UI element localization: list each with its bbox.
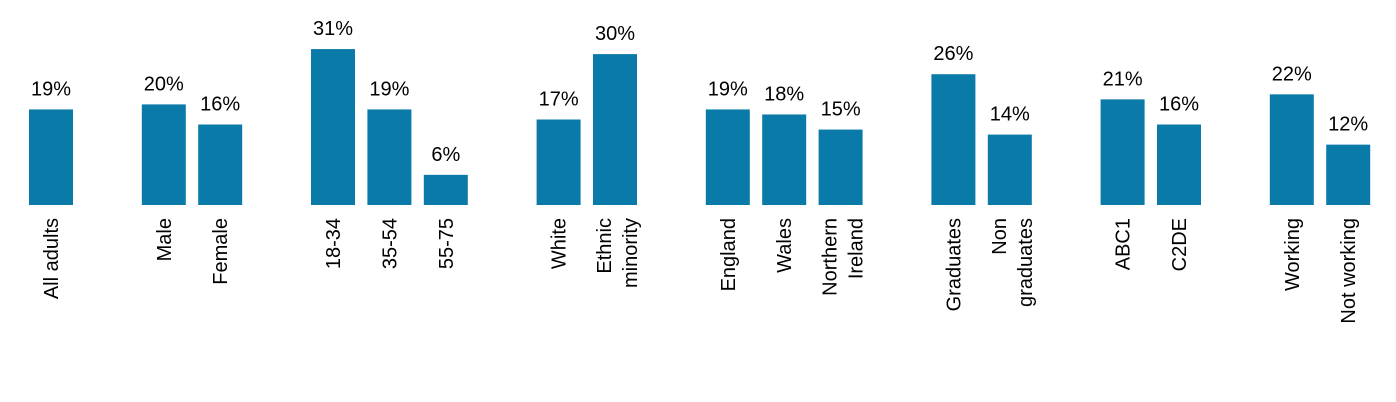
category-label: England: [718, 218, 740, 291]
value-label: 16%: [200, 94, 240, 116]
value-label: 20%: [144, 73, 184, 95]
value-label: 31%: [313, 18, 353, 40]
category-label: Ethnic minority: [594, 218, 642, 288]
value-label: 30%: [595, 23, 635, 45]
category-label-line: 35-54: [379, 218, 401, 269]
category-label: Northern Ireland: [820, 218, 868, 296]
bar: [593, 54, 637, 205]
category-label-line: Not working: [1338, 218, 1360, 324]
category-label-line: C2DE: [1169, 218, 1191, 271]
category-label: Graduates: [943, 218, 965, 311]
bar: [141, 104, 186, 205]
category-label-line: Ireland: [846, 218, 868, 279]
bar: [29, 109, 73, 205]
category-label-line: graduates: [1015, 218, 1037, 307]
bar: [1326, 144, 1371, 205]
value-label: 19%: [31, 78, 71, 100]
category-label: All adults: [41, 218, 63, 299]
category-label: Male: [154, 218, 176, 261]
category-label-line: Non: [989, 218, 1011, 255]
value-label: 18%: [764, 83, 804, 105]
category-label: Non graduates: [989, 218, 1037, 307]
category-label-line: Northern: [820, 218, 842, 296]
bar: [367, 109, 412, 205]
category-label: Female: [210, 218, 232, 285]
category-label: Not working: [1338, 218, 1360, 324]
bar: [536, 119, 581, 205]
bar: [1100, 99, 1145, 205]
category-label-line: minority: [620, 218, 642, 288]
category-label-line: White: [549, 218, 571, 269]
category-label-line: Working: [1282, 218, 1304, 291]
category-label: White: [549, 218, 571, 269]
value-label: 19%: [708, 78, 748, 100]
value-label: 6%: [431, 144, 460, 166]
category-label-line: England: [718, 218, 740, 291]
category-label: 18-34: [323, 218, 345, 269]
category-label-line: Ethnic: [594, 218, 616, 274]
category-label-line: Female: [210, 218, 232, 285]
value-label: 14%: [990, 104, 1030, 126]
value-label: 21%: [1103, 68, 1143, 90]
category-label: Wales: [774, 218, 796, 273]
category-label: C2DE: [1169, 218, 1191, 271]
bar: [198, 124, 243, 205]
category-label-line: Male: [154, 218, 176, 261]
bar: [987, 134, 1032, 205]
bar: [931, 74, 976, 205]
bar: [1269, 94, 1314, 205]
category-label-line: All adults: [41, 218, 63, 299]
bar: [762, 114, 807, 205]
value-label: 12%: [1328, 114, 1368, 136]
bar: [1157, 124, 1201, 205]
category-label: 35-54: [379, 218, 401, 269]
bar: [423, 174, 468, 205]
bar: [818, 129, 863, 205]
category-label-line: 55-75: [436, 218, 458, 269]
category-label-line: Graduates: [943, 218, 965, 311]
value-label: 17%: [539, 88, 579, 110]
bar: [311, 49, 355, 205]
bar: [705, 109, 750, 205]
category-label: 55-75: [436, 218, 458, 269]
category-label: ABC1: [1113, 218, 1135, 270]
category-label-line: 18-34: [323, 218, 345, 269]
category-label-line: ABC1: [1113, 218, 1135, 270]
value-label: 26%: [933, 43, 973, 65]
value-label: 19%: [369, 78, 409, 100]
category-label-line: Wales: [774, 218, 796, 273]
category-label: Working: [1282, 218, 1304, 291]
value-label: 22%: [1272, 63, 1312, 85]
value-label: 16%: [1159, 94, 1199, 116]
value-label: 15%: [821, 99, 861, 121]
